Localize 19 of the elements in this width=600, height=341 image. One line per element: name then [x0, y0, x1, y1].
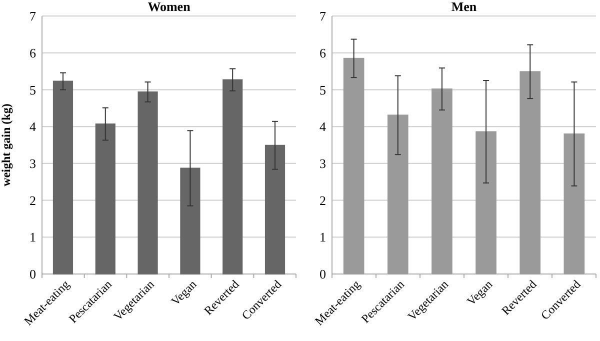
y-tick-label: 2	[320, 192, 326, 208]
y-tick-label: 7	[320, 8, 326, 24]
y-tick-label: 7	[30, 8, 36, 24]
y-tick-label: 3	[30, 156, 36, 171]
y-tick-label: 3	[320, 156, 326, 171]
y-axis-title: weight gain (kg)	[0, 104, 13, 186]
y-tick-label: 1	[320, 230, 326, 245]
y-tick-label: 1	[30, 230, 36, 245]
y-tick-label: 0	[320, 266, 326, 282]
y-tick-label: 5	[30, 82, 36, 98]
y-tick-label: 4	[320, 119, 326, 134]
y-tick-label: 6	[30, 45, 36, 60]
y-tick-label: 0	[30, 266, 36, 282]
chart-title: Women	[148, 0, 192, 14]
y-tick-label: 5	[320, 82, 326, 98]
chart-title: Men	[451, 0, 478, 14]
y-tick-label: 2	[30, 192, 36, 208]
y-tick-label: 4	[30, 119, 36, 134]
y-tick-label: 6	[320, 45, 326, 60]
